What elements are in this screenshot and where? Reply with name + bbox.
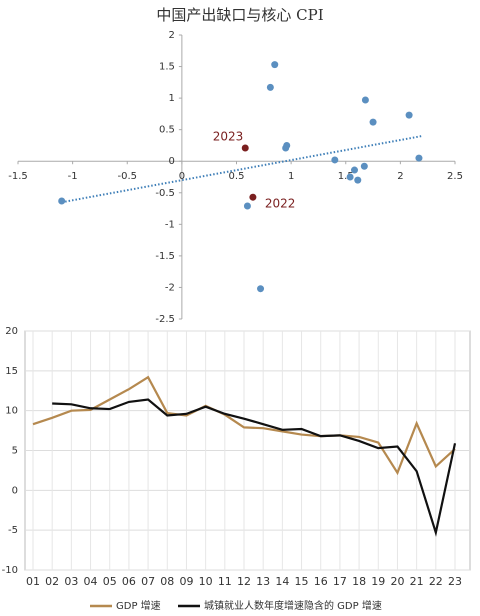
y-tick-label: 1 — [169, 93, 175, 104]
x-tick-label: 15 — [295, 575, 309, 588]
x-tick-label: 07 — [141, 575, 155, 588]
x-tick-label: 10 — [199, 575, 213, 588]
x-tick-label: 2.5 — [447, 171, 463, 182]
point — [360, 162, 368, 170]
point-label: 2023 — [213, 129, 244, 143]
x-tick-label: 23 — [448, 575, 462, 588]
point — [405, 111, 413, 119]
x-tick-label: -0.5 — [117, 171, 137, 182]
point — [271, 61, 279, 69]
x-tick-label: 03 — [64, 575, 78, 588]
x-tick-label: 0.5 — [229, 171, 245, 182]
point — [241, 144, 249, 152]
x-tick-label: 14 — [275, 575, 289, 588]
x-tick-label: 12 — [237, 575, 251, 588]
x-tick-label: 16 — [314, 575, 328, 588]
point — [58, 197, 66, 205]
y-tick-label: -2.5 — [155, 314, 175, 325]
point — [369, 118, 377, 126]
x-tick-label: -1.5 — [8, 171, 28, 182]
y-tick-label: 5 — [12, 446, 18, 457]
point — [266, 83, 274, 91]
legend-label: GDP 增速 — [116, 599, 161, 612]
x-tick-label: 05 — [103, 575, 117, 588]
x-tick-label: 21 — [410, 575, 424, 588]
y-tick-label: 10 — [5, 406, 18, 417]
y-tick-label: -0.5 — [155, 188, 175, 199]
point — [257, 285, 265, 293]
point — [331, 156, 339, 164]
point — [249, 193, 257, 201]
y-tick-label: 15 — [5, 366, 18, 377]
y-tick-label: 20 — [5, 326, 18, 337]
x-tick-label: 20 — [390, 575, 404, 588]
point — [415, 154, 423, 162]
chart-title: 中国产出缺口与核心 CPI — [156, 6, 323, 24]
y-tick-label: 0 — [12, 485, 18, 496]
x-tick-label: 1.5 — [338, 171, 354, 182]
y-tick-label: -2 — [165, 282, 175, 293]
x-tick-label: 19 — [371, 575, 385, 588]
point — [282, 144, 290, 152]
y-tick-label: 0 — [169, 156, 175, 167]
trendline — [61, 134, 423, 204]
x-tick-label: 09 — [179, 575, 193, 588]
point — [346, 173, 354, 181]
point — [243, 202, 251, 210]
point — [350, 166, 358, 174]
y-tick-label: -1 — [165, 219, 175, 230]
x-tick-label: 17 — [333, 575, 347, 588]
x-tick-label: 0 — [179, 171, 185, 182]
x-tick-label: 13 — [256, 575, 270, 588]
x-tick-label: 02 — [45, 575, 59, 588]
point — [354, 176, 362, 184]
x-tick-label: 04 — [84, 575, 98, 588]
y-tick-label: 1.5 — [159, 62, 175, 73]
legend-label: 城镇就业人数年度增速隐含的 GDP 增速 — [204, 599, 382, 612]
y-tick-label: -10 — [2, 565, 18, 576]
y-tick-label: -1.5 — [155, 251, 175, 262]
y-tick-label: -5 — [8, 525, 18, 536]
x-tick-label: 01 — [26, 575, 40, 588]
series-line — [52, 398, 457, 537]
x-tick-label: 06 — [122, 575, 136, 588]
series-line — [32, 375, 456, 476]
y-tick-label: 2 — [169, 30, 175, 41]
y-tick-label: 0.5 — [159, 125, 175, 136]
x-tick-label: -1 — [68, 171, 78, 182]
x-tick-label: 11 — [218, 575, 232, 588]
point — [361, 96, 369, 104]
x-tick-label: 08 — [160, 575, 174, 588]
x-tick-label: 2 — [397, 171, 403, 182]
point-label: 2022 — [265, 197, 296, 211]
x-tick-label: 22 — [429, 575, 443, 588]
x-tick-label: 1 — [288, 171, 294, 182]
x-tick-label: 18 — [352, 575, 366, 588]
